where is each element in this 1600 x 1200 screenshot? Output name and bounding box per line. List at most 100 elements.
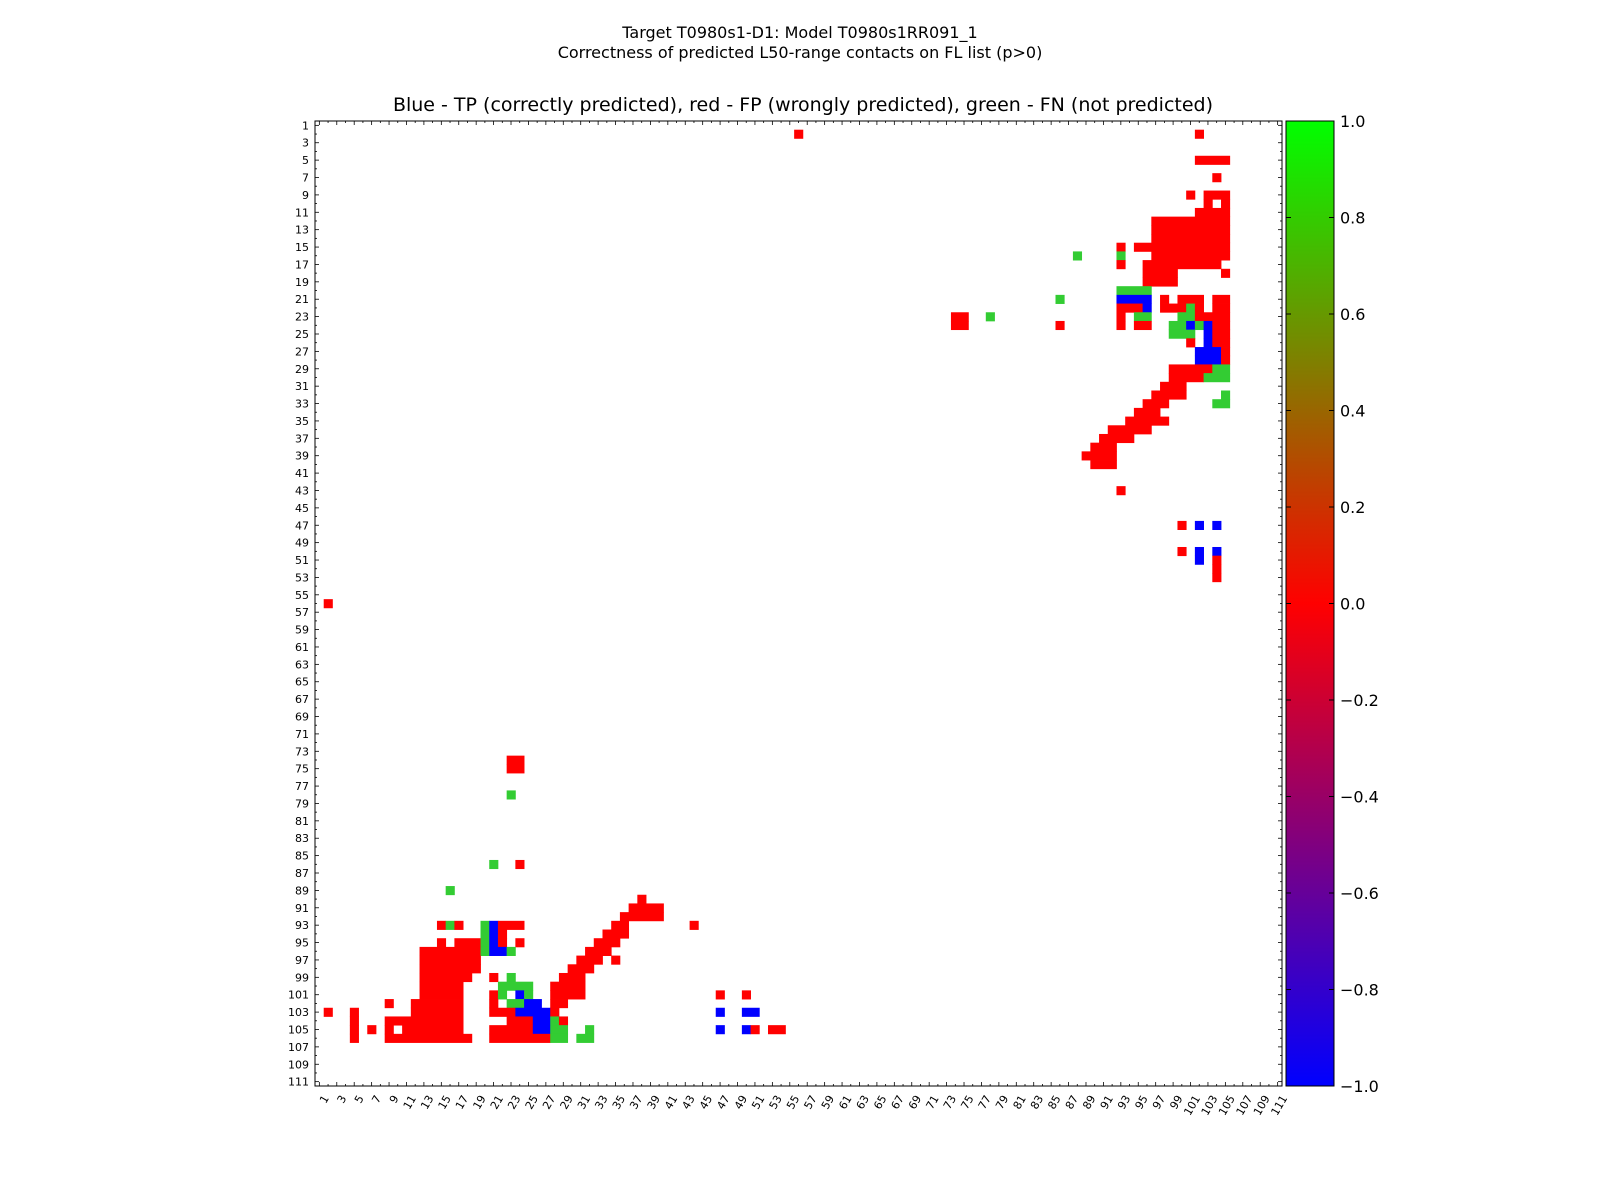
contact-cell-tp <box>524 999 542 1009</box>
y-tick-label: 67 <box>295 693 309 706</box>
y-tick-label: 37 <box>295 432 309 445</box>
contact-cell-fn <box>1221 390 1231 400</box>
contact-cell-fp <box>1203 190 1231 200</box>
x-tick-label: 103 <box>1199 1093 1221 1118</box>
contact-cell-fn <box>506 790 516 800</box>
y-tick-label: 5 <box>302 154 309 167</box>
contact-cell-fp <box>489 1007 516 1017</box>
contact-cell-fp <box>1151 251 1231 261</box>
x-tick-label: 87 <box>1063 1093 1081 1112</box>
contact-cell-fp <box>1142 260 1222 270</box>
y-tick-label: 57 <box>295 606 309 619</box>
contact-cell-fp <box>741 990 751 1000</box>
contact-cell-fp <box>384 1033 473 1043</box>
x-tick-label: 63 <box>854 1093 872 1112</box>
colorbar-tick-label: 0.2 <box>1340 498 1365 517</box>
contact-cell-fp <box>567 964 595 974</box>
contact-cell-fp <box>558 972 586 983</box>
x-tick-label: 91 <box>1098 1093 1116 1112</box>
x-tick-label: 31 <box>575 1093 593 1112</box>
y-tick-label: 1 <box>302 119 309 132</box>
y-tick-label: 19 <box>295 276 309 289</box>
y-tick-label: 43 <box>295 484 309 497</box>
x-tick-label: 17 <box>453 1093 471 1112</box>
contact-cell-fp <box>585 946 612 956</box>
x-tick-label: 93 <box>1115 1093 1133 1112</box>
colorbar-tick-label: 0.0 <box>1340 595 1365 614</box>
y-tick-label: 41 <box>295 467 309 480</box>
figure-suptitle-line1: Target T0980s1-D1: Model T0980s1RR091_1 <box>622 23 978 42</box>
x-tick-label: 47 <box>714 1093 732 1112</box>
x-tick-label: 13 <box>418 1093 436 1112</box>
y-tick-label: 69 <box>295 711 309 724</box>
contact-cell-fp <box>1194 312 1231 322</box>
contact-cell-fp <box>750 1025 760 1035</box>
contact-cell-fn <box>480 920 490 930</box>
colorbar-tick-label: −0.6 <box>1340 884 1379 903</box>
y-tick-label: 25 <box>295 328 309 341</box>
contact-cell-fp <box>1160 381 1187 391</box>
x-tick-label: 23 <box>505 1093 523 1112</box>
contact-cell-fp <box>628 903 664 913</box>
x-tick-label: 37 <box>627 1093 645 1112</box>
contact-cell-fp <box>1203 364 1213 374</box>
contact-cell-fp <box>1133 320 1152 331</box>
contact-cell-fp <box>515 938 525 948</box>
contact-cell-fp <box>1212 294 1231 304</box>
contact-cell-fp <box>1212 173 1222 183</box>
contact-cell-fp <box>1212 564 1222 574</box>
contact-cell-fp <box>367 1025 377 1035</box>
contact-cell-tp <box>489 929 499 939</box>
contact-cell-tp <box>1194 555 1204 565</box>
contact-cell-fp <box>1186 338 1196 348</box>
contact-cell-fn <box>506 999 525 1009</box>
contact-cell-fn <box>1168 329 1196 339</box>
contact-cell-fn <box>585 1025 595 1035</box>
contact-cell-fp <box>349 1033 359 1043</box>
x-tick-label: 43 <box>680 1093 698 1112</box>
colorbar-tick-label: −0.2 <box>1340 691 1379 710</box>
x-tick-label: 111 <box>1268 1093 1290 1118</box>
contact-cell-fp <box>489 990 499 1000</box>
y-tick-label: 65 <box>295 676 309 689</box>
contact-cell-fp <box>550 981 586 991</box>
contact-cell-fp <box>1116 260 1126 270</box>
contact-cell-fp <box>506 1016 534 1026</box>
contact-cell-fn <box>1116 251 1126 261</box>
x-tick-label: 83 <box>1028 1093 1046 1112</box>
contact-cell-fp <box>1177 520 1187 530</box>
x-tick-label: 85 <box>1045 1093 1063 1112</box>
y-tick-label: 77 <box>295 780 309 793</box>
contact-cell-fp <box>454 938 481 948</box>
contact-cell-fp <box>1133 242 1231 252</box>
contact-cell-fp <box>1194 303 1204 313</box>
x-tick-label: 61 <box>836 1093 854 1112</box>
contact-cell-fn <box>497 990 508 1000</box>
contact-cell-fp <box>1212 320 1231 331</box>
chart-title: Blue - TP (correctly predicted), red - F… <box>392 94 1214 116</box>
x-tick-label: 41 <box>662 1093 680 1112</box>
x-tick-labels: 1 3 5 7 9 11 13 15 17 19 21 23 25 27 29 31 33 35 37 39 41 43 4… <box>317 1093 1290 1118</box>
contact-cell-fp <box>454 920 464 930</box>
x-tick-label: 49 <box>732 1093 750 1112</box>
contact-cell-fn <box>1194 320 1204 331</box>
contact-cell-fp <box>550 990 586 1000</box>
x-tick-label: 57 <box>801 1093 819 1112</box>
contact-cell-fp <box>1151 216 1231 226</box>
y-tick-label: 111 <box>288 1076 309 1089</box>
y-tick-label: 85 <box>295 850 309 863</box>
contact-cell-fp <box>419 981 464 991</box>
x-tick-label: 25 <box>523 1093 541 1112</box>
contact-cell-fp <box>419 972 473 983</box>
x-tick-label: 7 <box>369 1093 384 1106</box>
contact-cell-fp <box>1221 268 1231 278</box>
contact-cell-tp <box>1203 329 1213 339</box>
y-tick-label: 33 <box>295 398 309 411</box>
contact-cell-tp <box>489 946 508 956</box>
x-tick-label: 105 <box>1216 1093 1238 1118</box>
x-tick-label: 79 <box>993 1093 1011 1112</box>
x-tick-label: 59 <box>819 1093 837 1112</box>
contact-cell-fp <box>715 990 725 1000</box>
contact-cell-tp <box>1186 320 1196 331</box>
x-tick-label: 107 <box>1234 1093 1256 1118</box>
